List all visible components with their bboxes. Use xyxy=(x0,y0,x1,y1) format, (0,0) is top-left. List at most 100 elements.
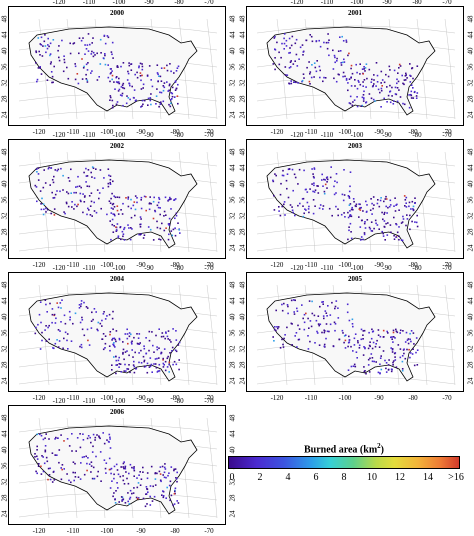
burn-point xyxy=(104,318,107,320)
burn-point xyxy=(54,193,57,196)
burn-point xyxy=(135,496,138,499)
burn-point xyxy=(305,39,307,42)
longitude-tick-top: -120 xyxy=(290,131,304,139)
burn-point xyxy=(139,233,142,236)
burn-point xyxy=(139,226,142,228)
burn-point xyxy=(294,299,296,302)
burn-point xyxy=(402,82,404,85)
burn-point xyxy=(145,196,147,198)
burn-point xyxy=(118,338,121,341)
burn-point xyxy=(48,474,51,476)
burn-point xyxy=(171,86,174,89)
burn-point xyxy=(91,215,93,217)
burn-point xyxy=(343,58,345,61)
burn-point xyxy=(370,221,373,223)
latitude-tick: 28 xyxy=(238,95,247,103)
burn-point xyxy=(273,209,276,211)
latitude-tick: 48 xyxy=(0,414,9,422)
burn-point xyxy=(336,181,338,184)
burn-point xyxy=(176,67,179,69)
longitude-tick-top: -70 xyxy=(204,131,214,139)
burn-point xyxy=(109,80,111,83)
burn-point xyxy=(286,304,289,306)
burn-point xyxy=(390,347,392,349)
burn-point xyxy=(136,333,138,335)
burn-point xyxy=(45,211,47,213)
burn-point xyxy=(357,341,359,344)
burn-point xyxy=(356,357,358,359)
longitude-tick: -90 xyxy=(374,128,384,136)
burn-point xyxy=(53,214,56,216)
burn-point xyxy=(39,348,42,350)
meridian-line xyxy=(206,417,218,519)
burn-point xyxy=(72,461,75,463)
burn-point xyxy=(309,83,311,85)
burn-point xyxy=(119,94,122,96)
burn-point xyxy=(123,461,125,463)
burn-point xyxy=(359,203,361,206)
longitude-tick-top: -80 xyxy=(412,131,422,139)
burn-point xyxy=(166,335,169,338)
burn-point xyxy=(387,94,390,97)
burn-point xyxy=(128,332,131,334)
burn-point xyxy=(132,96,135,99)
burn-point xyxy=(111,223,114,226)
burn-point xyxy=(157,206,160,209)
burn-point xyxy=(167,338,169,340)
burn-point xyxy=(414,202,416,204)
burn-point xyxy=(50,212,52,215)
burn-point xyxy=(46,79,49,81)
burn-point xyxy=(66,339,68,342)
burn-point xyxy=(67,348,69,350)
burn-point xyxy=(370,81,373,83)
burn-point xyxy=(158,198,161,200)
burn-point xyxy=(375,361,377,363)
burn-point xyxy=(114,346,116,348)
burn-point xyxy=(162,490,164,492)
latitude-tick: 32 xyxy=(238,212,247,220)
latitude-tick: 48 xyxy=(0,148,9,156)
burn-point xyxy=(153,495,156,498)
burn-point xyxy=(121,213,124,215)
burn-point xyxy=(124,351,127,353)
burn-point xyxy=(168,371,170,373)
burn-point xyxy=(281,174,284,177)
burn-point xyxy=(165,227,167,229)
burn-point xyxy=(415,221,418,224)
burn-point xyxy=(351,323,354,325)
burn-point xyxy=(302,317,304,320)
burn-point xyxy=(387,75,390,78)
burn-point xyxy=(414,221,416,223)
burn-point xyxy=(344,339,347,342)
burn-point xyxy=(365,63,368,65)
burn-point xyxy=(371,202,373,205)
burn-point xyxy=(322,205,325,207)
burn-point xyxy=(46,208,49,211)
burn-point xyxy=(155,95,158,97)
burn-point xyxy=(136,76,139,79)
burn-point xyxy=(135,367,138,370)
burn-point xyxy=(129,463,132,466)
burn-point xyxy=(174,217,176,220)
burn-point xyxy=(347,341,350,344)
burn-point xyxy=(383,211,386,214)
burn-point xyxy=(61,464,64,466)
longitude-tick-top: -80 xyxy=(412,0,422,6)
burn-point xyxy=(132,364,135,366)
burn-point xyxy=(306,201,309,204)
burn-point xyxy=(326,47,329,50)
burn-point xyxy=(137,497,140,499)
burn-point xyxy=(411,353,414,355)
burn-point xyxy=(303,328,306,331)
burn-point xyxy=(368,371,371,373)
burn-point xyxy=(342,71,345,74)
burn-point xyxy=(363,97,365,99)
burn-point xyxy=(356,96,358,98)
burn-point xyxy=(111,70,113,72)
burn-point xyxy=(94,439,96,441)
burn-point xyxy=(364,227,367,229)
burn-point xyxy=(165,497,167,499)
burn-point xyxy=(116,223,119,225)
burn-point xyxy=(41,455,43,457)
burn-point xyxy=(347,345,349,348)
